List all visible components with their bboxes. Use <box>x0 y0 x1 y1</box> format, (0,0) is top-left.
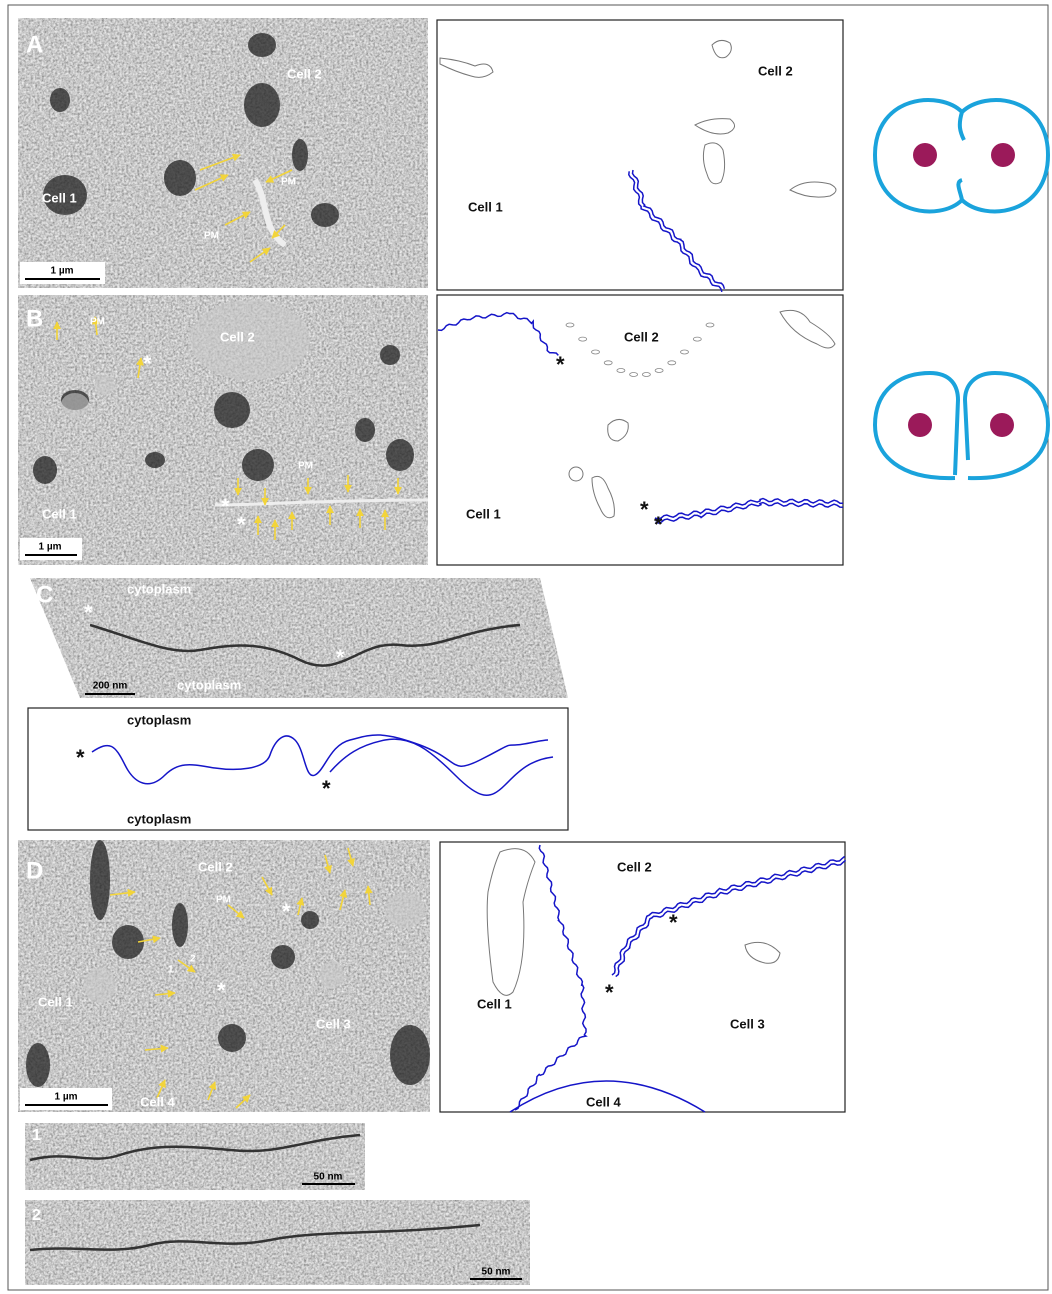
vesicle <box>84 967 116 1003</box>
cell-label: Cell 1 <box>38 994 73 1009</box>
region-label: cytoplasm <box>127 811 191 826</box>
asterisk: * <box>84 600 93 625</box>
organelle <box>292 139 308 171</box>
asterisk: * <box>640 497 649 522</box>
cell-label: Cell 2 <box>287 66 322 81</box>
panel-label: C <box>36 581 53 608</box>
pm-label: PM <box>90 317 105 328</box>
asterisk: * <box>654 512 663 537</box>
panel-label: B <box>26 305 43 332</box>
organelle <box>242 449 274 481</box>
organelle <box>386 439 414 471</box>
micrograph-d <box>18 840 430 1112</box>
cell-label: Cell 2 <box>220 329 255 344</box>
organelle <box>271 945 295 969</box>
inset-marker: 1 <box>168 965 174 976</box>
organelle <box>218 1024 246 1052</box>
cell-schematic-a <box>875 100 1048 211</box>
drawing-c <box>28 708 568 830</box>
pm-label: PM <box>204 231 219 242</box>
inset-2 <box>25 1200 530 1285</box>
nucleus <box>991 143 1015 167</box>
cell-outline <box>875 100 1048 211</box>
cell-label: Cell 4 <box>586 1094 621 1109</box>
asterisk: * <box>76 745 85 770</box>
cell-schematic-b <box>875 373 1048 478</box>
organelle <box>26 1043 50 1087</box>
scale-bar-label: 1 µm <box>51 266 74 277</box>
cell-label: Cell 1 <box>468 199 503 214</box>
region-label: cytoplasm <box>127 712 191 727</box>
cell-label: Cell 1 <box>42 190 77 205</box>
panel-label: A <box>26 31 43 58</box>
pm-label: PM <box>298 461 313 472</box>
panel-label: D <box>26 857 43 884</box>
scale-bar-label: 50 nm <box>482 1267 511 1278</box>
scale-bar-label: 200 nm <box>93 681 128 692</box>
organelle <box>380 345 400 365</box>
vesicle <box>320 961 344 989</box>
cell-label: Cell 1 <box>466 506 501 521</box>
drawing-a <box>437 20 843 290</box>
scale-bar-label: 50 nm <box>314 1172 343 1183</box>
cell-label: Cell 3 <box>730 1016 765 1031</box>
inset-marker: 2 <box>190 954 196 965</box>
organelle <box>214 392 250 428</box>
asterisk: * <box>556 352 565 377</box>
cell-label: Cell 2 <box>198 859 233 874</box>
asterisk: * <box>336 645 345 670</box>
cell-label: Cell 4 <box>140 1094 175 1109</box>
organelle <box>90 840 110 920</box>
organelle <box>172 903 188 947</box>
organelle <box>355 418 375 442</box>
organelle <box>248 33 276 57</box>
cell-label: Cell 1 <box>477 996 512 1011</box>
asterisk: * <box>143 351 152 376</box>
organelle <box>390 1025 430 1085</box>
nucleus <box>990 413 1014 437</box>
vesicle <box>385 892 425 928</box>
organelle <box>50 88 70 112</box>
nucleus <box>913 143 937 167</box>
region-label: cytoplasm <box>177 677 241 692</box>
organelle <box>164 160 196 196</box>
asterisk: * <box>237 512 246 537</box>
cell-label: Cell 3 <box>316 1016 351 1031</box>
cell-label: Cell 2 <box>617 859 652 874</box>
pm-label: PM <box>216 895 231 906</box>
organelle <box>301 911 319 929</box>
organelle <box>311 203 339 227</box>
organelle <box>145 452 165 468</box>
scale-bar-label: 1 µm <box>39 542 62 553</box>
asterisk: * <box>322 776 331 801</box>
asterisk: * <box>221 494 230 519</box>
pm-label: PM <box>281 177 296 188</box>
asterisk: * <box>282 899 291 924</box>
organelle <box>244 83 280 127</box>
vesicle <box>95 375 115 395</box>
micrograph-a <box>18 18 428 288</box>
drawing-d <box>440 842 845 1112</box>
cell-label: Cell 1 <box>42 506 77 521</box>
cell-label: Cell 2 <box>624 329 659 344</box>
inset-label: 1 <box>32 1127 41 1144</box>
cell-label: Cell 2 <box>758 63 793 78</box>
region-label: cytoplasm <box>127 581 191 596</box>
asterisk: * <box>217 978 226 1003</box>
asterisk: * <box>669 910 678 935</box>
vesicle <box>61 393 89 417</box>
nucleus <box>908 413 932 437</box>
inset-label: 2 <box>32 1207 41 1224</box>
asterisk: * <box>605 980 614 1005</box>
figure: A Cell 2 Cell 1 PM PM 1 µm Cell 2 Cell 1… <box>0 0 1052 1294</box>
scale-bar-label: 1 µm <box>55 1092 78 1103</box>
organelle <box>33 456 57 484</box>
